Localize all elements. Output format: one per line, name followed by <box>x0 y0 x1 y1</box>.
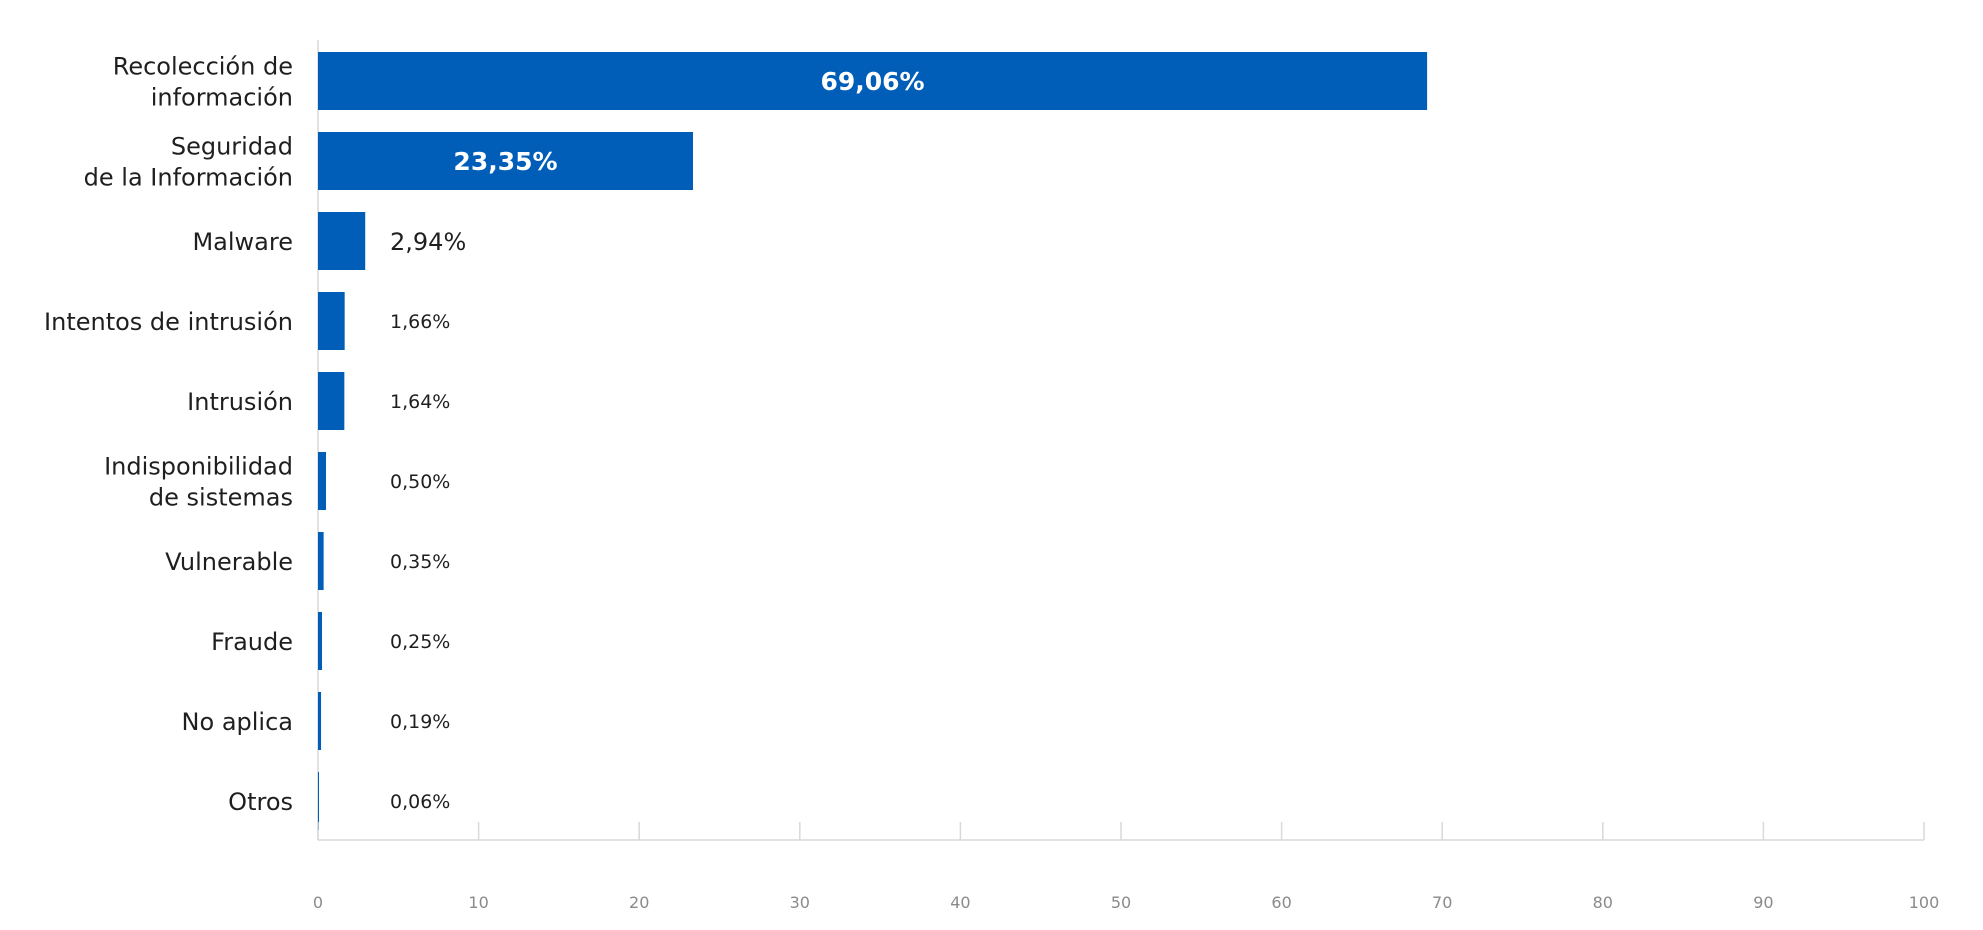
x-tick-label: 80 <box>1593 893 1613 912</box>
bars-layer <box>318 52 1428 830</box>
category-label: Intentos de intrusión <box>44 308 293 336</box>
value-label: 0,06% <box>390 791 450 813</box>
bar <box>318 212 366 270</box>
category-label: Vulnerable <box>165 548 293 576</box>
bar <box>318 132 694 190</box>
bar <box>318 772 319 830</box>
category-label: Indisponibilidad de sistemas <box>104 453 293 512</box>
bar <box>318 692 322 750</box>
x-tick-label: 90 <box>1753 893 1773 912</box>
value-label: 2,94% <box>390 228 466 256</box>
value-label: 0,25% <box>390 631 450 653</box>
bar <box>318 372 345 430</box>
bar <box>318 52 1428 110</box>
x-tick-label: 0 <box>313 893 323 912</box>
value-label: 0,19% <box>390 711 450 733</box>
category-label: Otros <box>228 788 293 816</box>
value-label: 1,66% <box>390 311 450 333</box>
x-tick-label: 70 <box>1432 893 1452 912</box>
value-label: 0,35% <box>390 551 450 573</box>
value-label: 1,64% <box>390 391 450 413</box>
category-label: Seguridad de la Información <box>84 133 293 192</box>
value-label: 69,06% <box>820 67 924 96</box>
bar <box>318 452 327 510</box>
category-label: Fraude <box>211 628 293 656</box>
category-label: No aplica <box>182 708 293 736</box>
x-tick-label: 100 <box>1909 893 1940 912</box>
x-tick-label: 60 <box>1271 893 1291 912</box>
category-label: Recolección de información <box>113 53 293 112</box>
labels-layer: Recolección de información 69,06% Seguridad… <box>44 53 925 817</box>
x-tick-label: 40 <box>950 893 970 912</box>
category-label: Intrusión <box>187 388 293 416</box>
ticks-layer: 0 10 20 30 40 50 60 70 80 90 100 <box>313 822 1939 912</box>
bar <box>318 612 323 670</box>
category-label: Malware <box>192 228 293 256</box>
value-label: 23,35% <box>453 147 557 176</box>
x-tick-label: 10 <box>468 893 488 912</box>
bar <box>318 292 345 350</box>
value-label: 0,50% <box>390 471 450 493</box>
x-tick-label: 30 <box>790 893 810 912</box>
x-tick-label: 20 <box>629 893 649 912</box>
bar <box>318 532 324 590</box>
x-tick-label: 50 <box>1111 893 1131 912</box>
